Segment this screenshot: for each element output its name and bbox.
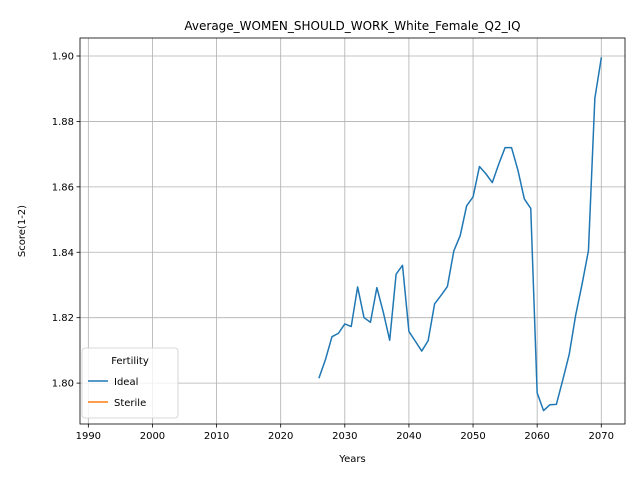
y-tick-label: 1.84 <box>52 248 74 259</box>
legend-title: Fertility <box>111 356 149 367</box>
x-tick-label: 2010 <box>204 431 229 442</box>
ticks: 1990 2000 2010 2020 2030 2040 2050 2060 2070 1.80… <box>52 51 614 442</box>
y-tick-label: 1.88 <box>52 117 74 128</box>
chart-title: Average_WOMEN_SHOULD_WORK_White_Female_Q… <box>184 19 520 33</box>
y-axis-label: Score(1-2) <box>17 205 28 257</box>
x-tick-label: 1990 <box>76 431 101 442</box>
grid <box>80 38 625 424</box>
series-line-ideal <box>318 57 603 412</box>
x-tick-label: 2050 <box>460 431 485 442</box>
y-tick-label: 1.90 <box>52 51 74 62</box>
y-tick-label: 1.82 <box>52 313 74 324</box>
x-tick-label: 2040 <box>396 431 421 442</box>
x-tick-label: 2070 <box>589 431 614 442</box>
x-tick-label: 2020 <box>268 431 293 442</box>
x-tick-label: 2030 <box>332 431 357 442</box>
legend-entry-ideal: Ideal <box>114 377 138 388</box>
legend-box <box>81 347 179 419</box>
legend: Fertility Ideal Sterile <box>81 347 179 419</box>
legend-entry-sterile: Sterile <box>114 398 146 409</box>
plot-frame <box>79 37 626 425</box>
y-tick-label: 1.80 <box>52 379 74 390</box>
y-tick-label: 1.86 <box>52 182 74 193</box>
series-layer <box>318 57 603 412</box>
x-tick-label: 2060 <box>524 431 549 442</box>
x-tick-label: 2000 <box>140 431 165 442</box>
x-axis-label: Years <box>338 454 365 465</box>
